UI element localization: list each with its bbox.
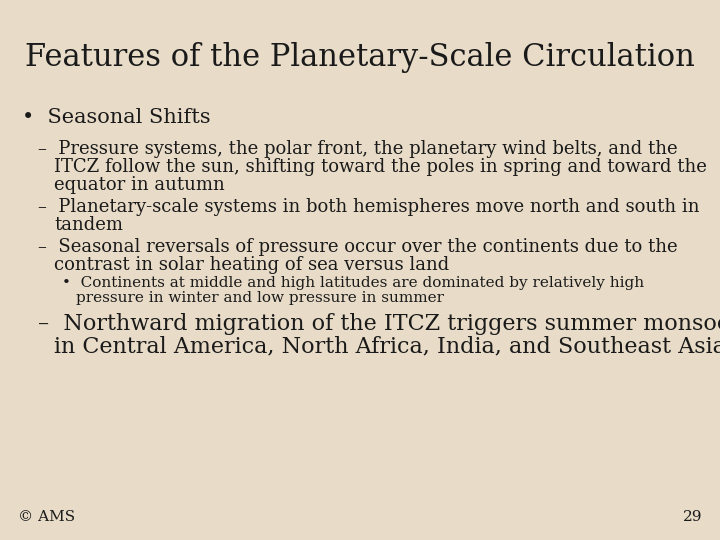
Text: •  Continents at middle and high latitudes are dominated by relatively high: • Continents at middle and high latitude… bbox=[62, 276, 644, 290]
Text: –  Seasonal reversals of pressure occur over the continents due to the: – Seasonal reversals of pressure occur o… bbox=[38, 238, 678, 256]
Text: ITCZ follow the sun, shifting toward the poles in spring and toward the: ITCZ follow the sun, shifting toward the… bbox=[54, 158, 707, 176]
Text: in Central America, North Africa, India, and Southeast Asia: in Central America, North Africa, India,… bbox=[54, 335, 720, 357]
Text: tandem: tandem bbox=[54, 216, 123, 234]
Text: –  Northward migration of the ITCZ triggers summer monsoon rains: – Northward migration of the ITCZ trigge… bbox=[38, 313, 720, 335]
Text: –  Planetary-scale systems in both hemispheres move north and south in: – Planetary-scale systems in both hemisp… bbox=[38, 198, 700, 216]
Text: equator in autumn: equator in autumn bbox=[54, 176, 225, 194]
Text: contrast in solar heating of sea versus land: contrast in solar heating of sea versus … bbox=[54, 256, 449, 274]
Text: •  Seasonal Shifts: • Seasonal Shifts bbox=[22, 108, 211, 127]
Text: © AMS: © AMS bbox=[18, 510, 75, 524]
Text: pressure in winter and low pressure in summer: pressure in winter and low pressure in s… bbox=[76, 291, 444, 305]
Text: 29: 29 bbox=[683, 510, 702, 524]
Text: –  Pressure systems, the polar front, the planetary wind belts, and the: – Pressure systems, the polar front, the… bbox=[38, 140, 678, 158]
Text: Features of the Planetary-Scale Circulation: Features of the Planetary-Scale Circulat… bbox=[25, 42, 695, 73]
